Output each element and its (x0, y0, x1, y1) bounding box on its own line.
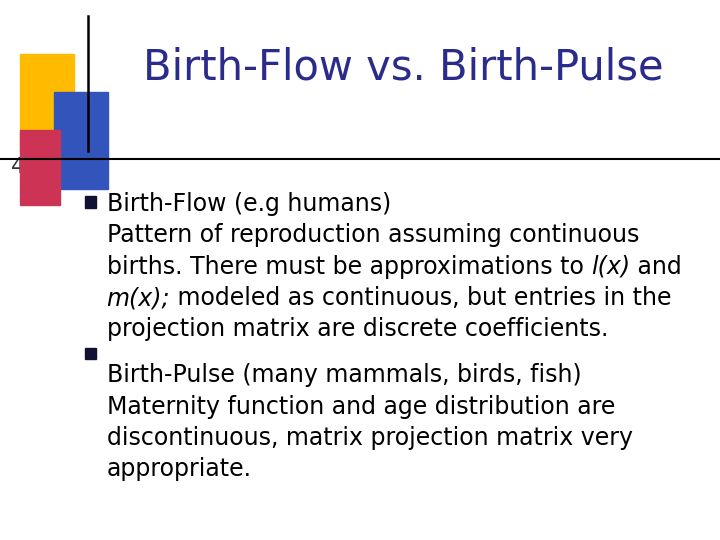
Text: m(x);: m(x); (107, 286, 170, 310)
Bar (20, 54, 74, 151)
Bar (85, 348, 96, 359)
Text: Pattern of reproduction assuming continuous: Pattern of reproduction assuming continu… (107, 224, 639, 247)
Text: projection matrix are discrete coefficients.: projection matrix are discrete coefficie… (107, 318, 608, 341)
Text: births. There must be approximations to: births. There must be approximations to (107, 255, 591, 279)
Bar (85, 197, 96, 208)
Text: discontinuous, matrix projection matrix very: discontinuous, matrix projection matrix … (107, 426, 633, 450)
Text: modeled as continuous, but entries in the: modeled as continuous, but entries in th… (170, 286, 672, 310)
Text: and: and (630, 255, 682, 279)
Text: Birth-Flow (e.g humans): Birth-Flow (e.g humans) (107, 192, 391, 216)
Text: appropriate.: appropriate. (107, 457, 251, 481)
Bar (20, 130, 60, 205)
Text: 458: 458 (11, 157, 53, 178)
Text: Maternity function and age distribution are: Maternity function and age distribution … (107, 395, 615, 418)
Bar (54, 92, 108, 189)
Text: Birth-Flow vs. Birth-Pulse: Birth-Flow vs. Birth-Pulse (143, 46, 664, 89)
Text: Birth-Pulse (many mammals, birds, fish): Birth-Pulse (many mammals, birds, fish) (107, 363, 581, 387)
Text: l(x): l(x) (591, 255, 630, 279)
